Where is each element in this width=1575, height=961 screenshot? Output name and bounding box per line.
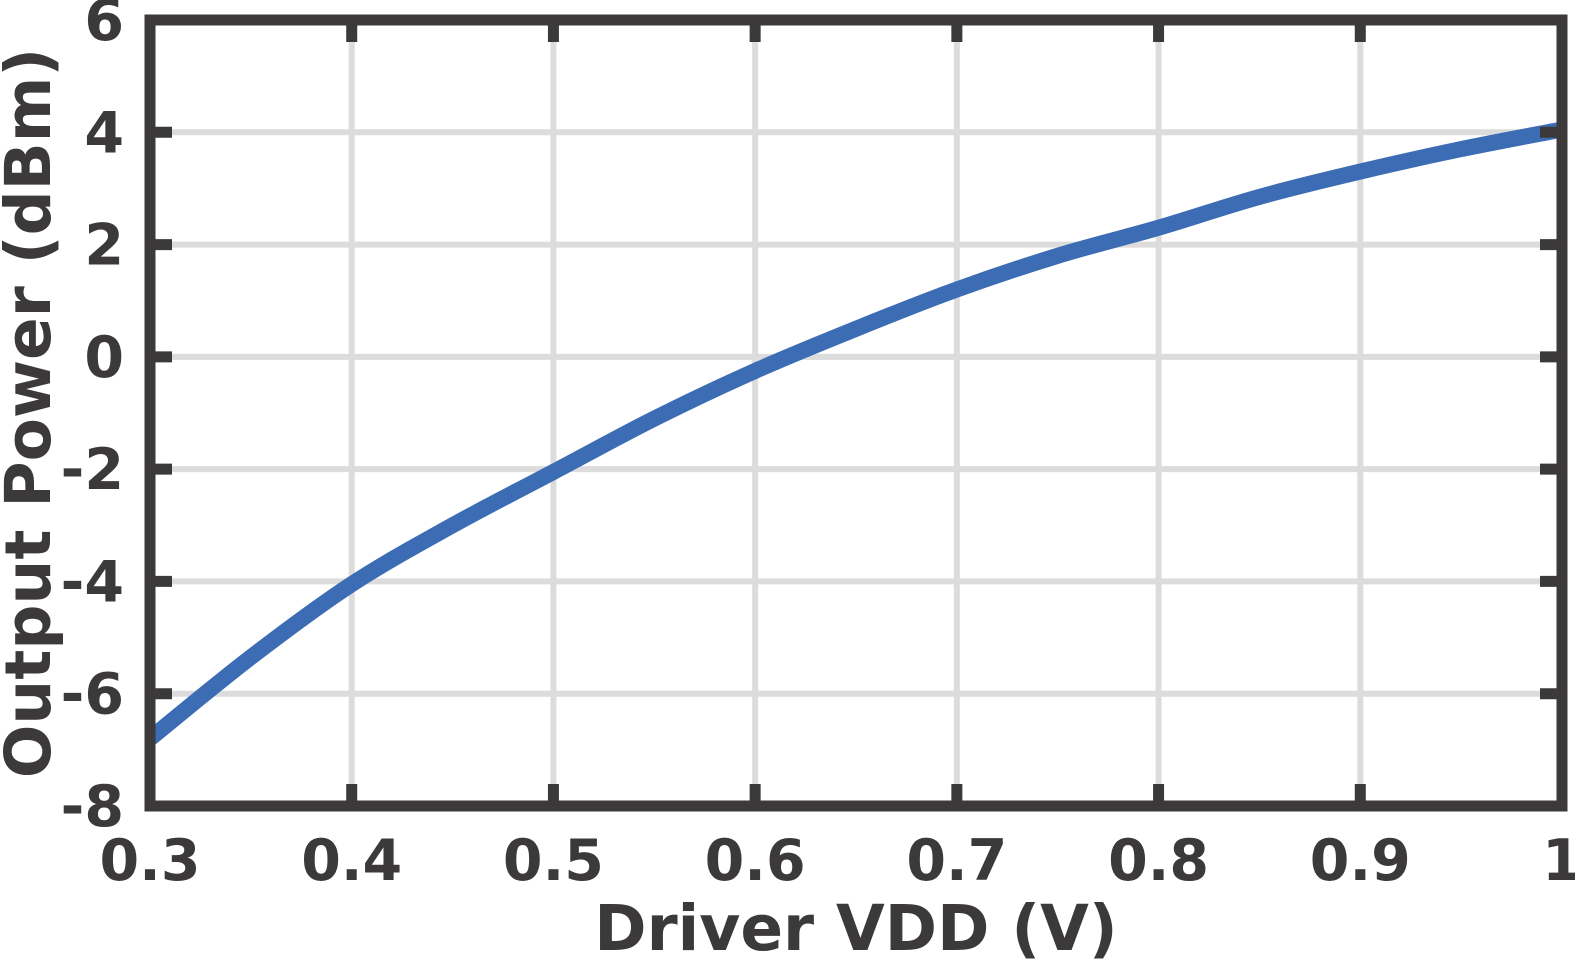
x-tick-label: 0.7 bbox=[906, 828, 1007, 894]
x-tick-label: 0.3 bbox=[100, 828, 201, 894]
y-tick-label: -8 bbox=[61, 774, 124, 840]
y-tick-label: -6 bbox=[61, 662, 124, 728]
y-axis-label: Output Power (dBm) bbox=[0, 48, 65, 778]
y-tick-label: 2 bbox=[84, 213, 124, 279]
y-tick-label: 4 bbox=[84, 100, 124, 166]
x-tick-label: 0.8 bbox=[1108, 828, 1209, 894]
x-axis-label: Driver VDD (V) bbox=[594, 892, 1117, 961]
y-tick-label: -2 bbox=[61, 437, 124, 503]
x-tick-label: 0.6 bbox=[705, 828, 806, 894]
x-tick-label: 0.4 bbox=[301, 828, 402, 894]
y-tick-label: -4 bbox=[61, 549, 124, 615]
x-tick-label: 1 bbox=[1542, 828, 1575, 894]
plot-frame bbox=[144, 14, 1568, 812]
output-power-curve bbox=[144, 121, 1564, 745]
x-tick-label: 0.5 bbox=[503, 828, 604, 894]
x-tick-label: 0.9 bbox=[1310, 828, 1411, 894]
y-tick-label: 6 bbox=[84, 0, 124, 54]
y-tick-label: 0 bbox=[84, 325, 124, 391]
